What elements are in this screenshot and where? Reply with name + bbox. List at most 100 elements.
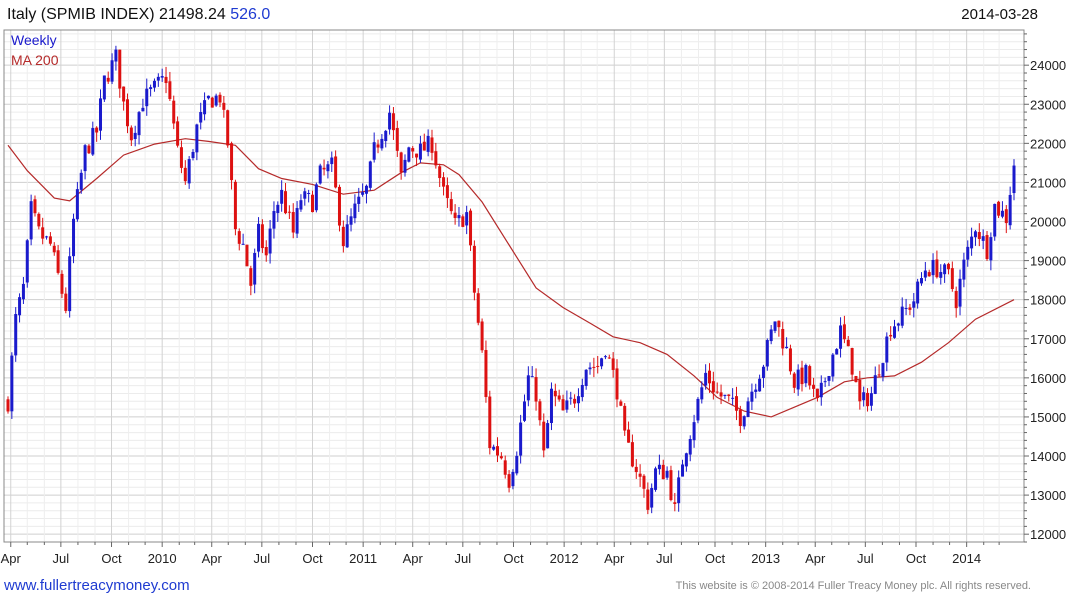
candle-body-down: [908, 307, 912, 310]
candle-body-up: [943, 264, 947, 275]
candle-body-up: [923, 270, 927, 278]
candle-body-down: [777, 320, 781, 328]
candle-body-up: [746, 401, 750, 418]
candle-body-down: [607, 357, 611, 359]
y-tick-label: 20000: [1030, 215, 1066, 230]
candle-body-down: [237, 231, 241, 244]
candle-body-up: [83, 145, 87, 172]
candle-body-up: [677, 477, 681, 504]
x-tick-label: Apr: [604, 551, 625, 566]
candle-body-down: [449, 199, 453, 212]
x-tick-label: Jul: [857, 551, 874, 566]
candle-body-down: [480, 321, 484, 351]
candle-body-up: [785, 346, 789, 349]
candle-body-up: [368, 161, 372, 188]
candle-body-up: [21, 283, 25, 300]
candle-body-down: [927, 272, 931, 277]
candle-body-down: [538, 401, 542, 421]
candle-body-up: [511, 471, 515, 487]
candle-body-up: [831, 354, 835, 377]
candle-body-up: [345, 224, 349, 248]
candle-body-down: [646, 489, 650, 510]
candle-body-up: [465, 212, 469, 226]
candle-body-down: [854, 376, 858, 383]
candle-body-up: [600, 358, 604, 367]
candle-body-up: [307, 192, 311, 194]
candle-body-down: [877, 374, 881, 376]
candle-body-up: [873, 375, 877, 394]
candle-body-up: [519, 422, 523, 456]
candle-body-down: [52, 245, 56, 253]
candle-body-up: [916, 281, 920, 304]
candle-body-up: [357, 196, 361, 204]
candle-body-down: [476, 293, 480, 323]
candle-body-down: [615, 368, 619, 400]
candle-body-down: [391, 113, 395, 131]
candle-body-up: [885, 336, 889, 363]
y-tick-label: 18000: [1030, 293, 1066, 308]
candle-body-up: [199, 112, 203, 123]
candle-body-down: [719, 392, 723, 397]
candle-body-up: [993, 203, 997, 237]
candle-body-up: [893, 326, 897, 338]
candle-body-down: [858, 379, 862, 402]
x-tick-label: 2013: [751, 551, 780, 566]
candle-body-up: [1012, 165, 1016, 194]
candle-body-down: [472, 245, 476, 293]
candle-body-down: [64, 293, 68, 311]
candle-body-down: [815, 388, 819, 399]
candle-body-down: [573, 398, 577, 404]
candle-body-down: [430, 137, 434, 153]
candle-body-up: [515, 455, 519, 474]
chart-header: Italy (SPMIB INDEX) 21498.24 526.0 2014-…: [0, 0, 1075, 30]
candle-body-up: [388, 112, 392, 130]
candle-body-down: [738, 409, 742, 426]
candle-body-down: [334, 156, 338, 188]
candle-body-up: [72, 218, 76, 257]
candle-body-down: [395, 127, 399, 151]
candle-body-up: [650, 488, 654, 508]
candle-body-up: [303, 191, 307, 199]
candle-body-down: [812, 384, 816, 389]
candle-body-down: [218, 94, 222, 103]
candle-body-down: [673, 502, 677, 504]
x-tick-label: Oct: [705, 551, 726, 566]
candle-body-up: [704, 372, 708, 386]
candle-body-down: [715, 391, 719, 393]
candle-body-up: [765, 340, 769, 367]
candle-body-up: [426, 135, 430, 152]
candle-body-down: [445, 185, 449, 199]
candle-body-up: [742, 416, 746, 427]
candle-body-up: [91, 128, 95, 155]
candle-body-down: [422, 141, 426, 151]
candle-body-down: [183, 167, 187, 182]
candle-body-down: [434, 151, 438, 166]
candle-body-up: [380, 138, 384, 149]
chart-date: 2014-03-28: [961, 6, 1038, 23]
candle-body-down: [415, 153, 419, 158]
website-link[interactable]: www.fullertreacymoney.com: [4, 577, 190, 594]
candle-body-down: [33, 199, 37, 214]
candle-body-up: [276, 204, 280, 214]
y-tick-label: 14000: [1030, 449, 1066, 464]
candle-body-up: [160, 76, 164, 78]
candle-body-up: [272, 211, 276, 229]
candle-body-down: [619, 401, 623, 406]
candle-body-down: [484, 350, 488, 398]
candle-body-down: [846, 339, 850, 347]
candle-body-up: [958, 278, 962, 307]
candle-body-up: [981, 236, 985, 241]
candle-body-down: [411, 148, 415, 152]
candle-body-down: [503, 460, 507, 475]
candle-body-up: [569, 397, 573, 399]
candle-body-up: [191, 151, 195, 159]
candle-body-up: [530, 376, 534, 378]
x-tick-label: Apr: [202, 551, 223, 566]
candle-body-up: [110, 60, 114, 82]
candle-body-up: [45, 236, 49, 238]
x-tick-label: Oct: [906, 551, 927, 566]
candle-body-up: [99, 98, 103, 131]
candle-body-down: [792, 373, 796, 388]
x-tick-label: Oct: [503, 551, 524, 566]
